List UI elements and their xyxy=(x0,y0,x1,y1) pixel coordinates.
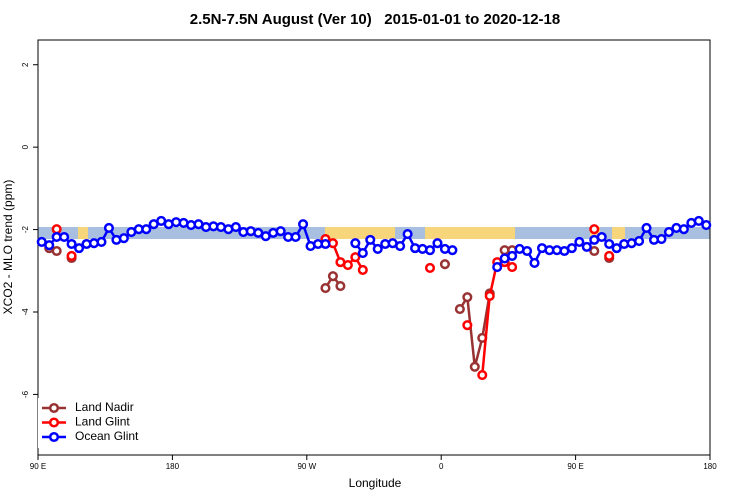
point xyxy=(701,219,712,231)
point xyxy=(454,304,465,315)
x-tick-label: 180 xyxy=(703,462,717,471)
point xyxy=(447,245,458,256)
point xyxy=(66,250,77,261)
point xyxy=(365,234,376,245)
y-tick-label: -2 xyxy=(21,225,30,233)
point xyxy=(522,245,533,257)
point xyxy=(656,234,667,245)
point xyxy=(357,248,368,259)
point xyxy=(492,262,503,273)
point xyxy=(641,222,652,233)
x-tick-label: 180 xyxy=(166,462,180,471)
point xyxy=(66,238,77,250)
x-tick-label: 90 W xyxy=(297,462,316,471)
point xyxy=(484,290,495,301)
point xyxy=(141,224,152,235)
series-line xyxy=(49,248,609,367)
point xyxy=(574,236,585,247)
point xyxy=(350,238,361,249)
point xyxy=(51,245,62,257)
point xyxy=(424,262,436,273)
point xyxy=(678,224,689,235)
point xyxy=(320,283,331,294)
point xyxy=(402,229,413,240)
point xyxy=(589,224,600,235)
point xyxy=(424,245,436,256)
point xyxy=(604,250,615,261)
point xyxy=(439,259,450,270)
point xyxy=(342,259,353,271)
point xyxy=(432,238,443,249)
x-tick-label: 90 E xyxy=(30,462,46,471)
point xyxy=(581,241,592,252)
plot-frame xyxy=(37,39,711,456)
legend-label: Land Glint xyxy=(75,415,130,429)
x-tick-label: 90 E xyxy=(567,462,583,471)
point xyxy=(634,236,645,247)
point xyxy=(477,369,488,381)
y-tick-label: 0 xyxy=(21,144,30,149)
point xyxy=(103,222,114,233)
point xyxy=(118,233,129,244)
y-tick-label: -4 xyxy=(21,308,30,316)
point xyxy=(275,226,286,237)
point xyxy=(507,262,518,273)
point xyxy=(96,236,107,247)
chart-title: 2.5N-7.5N August (Ver 10) 2015-01-01 to … xyxy=(190,11,560,28)
point xyxy=(320,238,331,250)
point xyxy=(529,257,540,269)
point xyxy=(596,231,607,243)
point xyxy=(44,240,55,251)
legend-marker xyxy=(48,431,60,443)
point xyxy=(74,243,85,254)
point xyxy=(462,320,473,331)
point xyxy=(335,280,346,292)
point xyxy=(59,231,70,243)
point xyxy=(350,252,361,263)
point xyxy=(290,231,301,243)
x-axis-label: Longitude xyxy=(349,476,402,490)
land-band xyxy=(325,227,395,239)
legend-marker xyxy=(48,417,60,428)
point xyxy=(357,264,368,276)
point xyxy=(298,219,309,230)
point xyxy=(51,224,62,235)
land-band xyxy=(425,227,515,239)
land-band xyxy=(78,227,88,239)
legend-marker xyxy=(48,402,60,414)
legend-label: Land Nadir xyxy=(75,400,134,414)
point xyxy=(469,361,480,372)
point xyxy=(507,250,518,261)
point xyxy=(589,245,600,257)
point xyxy=(462,292,473,303)
point xyxy=(566,243,577,254)
point xyxy=(693,215,704,226)
y-tick-label: -6 xyxy=(21,390,30,398)
y-axis-label: XCO2 - MLO trend (ppm) xyxy=(1,180,15,315)
point xyxy=(611,243,622,254)
point xyxy=(372,243,383,254)
x-tick-label: 0 xyxy=(439,462,444,471)
point xyxy=(395,241,406,252)
legend-label: Ocean Glint xyxy=(75,429,139,443)
point xyxy=(230,222,241,233)
point xyxy=(327,271,338,282)
point xyxy=(663,226,674,238)
land-band xyxy=(612,227,625,239)
y-tick-label: 2 xyxy=(21,62,30,67)
point xyxy=(604,238,615,250)
